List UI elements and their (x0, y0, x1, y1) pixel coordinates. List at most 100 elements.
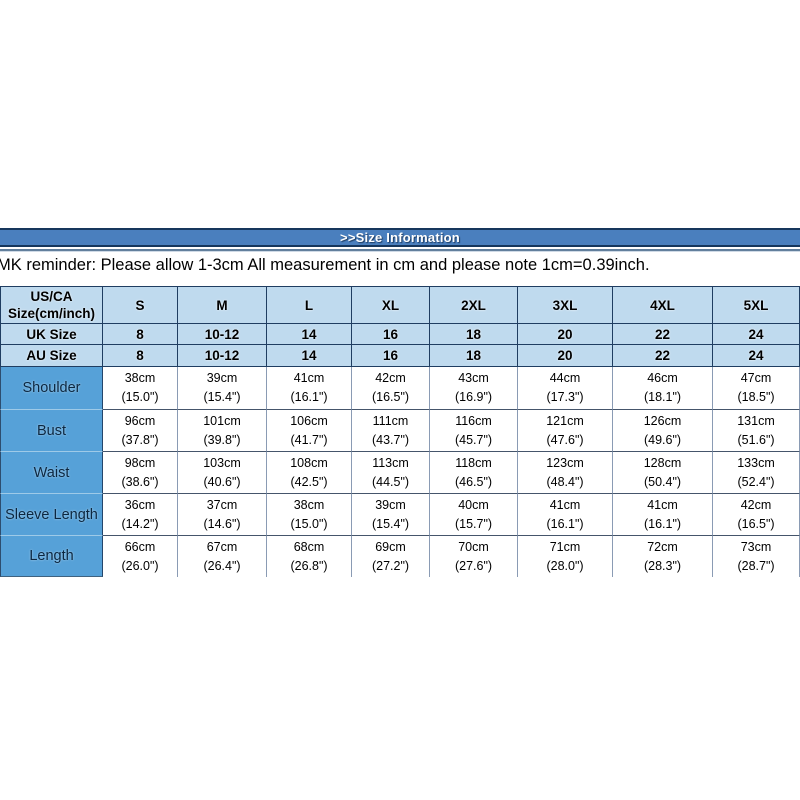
measurement-inch-value: (17.3") (546, 390, 584, 404)
measurement-cell: 38cm (15.0") (267, 494, 352, 536)
size-column-header: 4XL (613, 286, 713, 324)
measurement-cell: 44cm (17.3") (518, 367, 613, 410)
measurement-inch-value: (48.4") (546, 474, 584, 489)
measurement-cell: 68cm (26.8") (267, 536, 352, 577)
measurement-cm-value: 101cm (203, 413, 241, 428)
region-size-value: 20 (518, 324, 613, 345)
measurement-inch-value: (40.6") (203, 474, 241, 489)
measurement-cm-value: 66cm (124, 539, 156, 554)
measurement-inch-value: (28.7") (737, 558, 775, 573)
measurement-inch-value: (15.0") (121, 390, 159, 404)
measurement-cm-value: 37cm (206, 497, 238, 512)
region-size-value: 8 (103, 345, 178, 367)
corner-label-line2: Size(cm/inch) (7, 306, 96, 321)
measurement-inch-value: (38.6") (121, 474, 159, 489)
measurement-cell: 101cm (39.8") (178, 410, 267, 452)
corner-header-cell: US/CA Size(cm/inch) (0, 286, 103, 324)
size-column-header: 5XL (713, 286, 800, 324)
measurement-inch-value: (26.8") (290, 558, 328, 573)
measurement-row: Bust 96cm (37.8") 101cm (39.8") 106cm (41.7") 1… (0, 410, 800, 452)
region-size-value: 22 (613, 324, 713, 345)
measurement-cell: 121cm (47.6") (518, 410, 613, 452)
measurement-cell: 46cm (18.1") (613, 367, 713, 410)
measurement-cell: 73cm (28.7") (713, 536, 800, 577)
measurement-inch-value: (16.1") (546, 516, 584, 531)
measurement-cell: 39cm (15.4") (178, 367, 267, 410)
measurement-cell: 42cm (16.5") (352, 367, 430, 410)
measurement-cell: 108cm (42.5") (267, 452, 352, 494)
measurement-cm-value: 68cm (293, 539, 325, 554)
measurement-inch-value: (15.4") (371, 516, 410, 531)
measurement-inch-value: (47.6") (546, 432, 584, 447)
measurement-inch-value: (44.5") (371, 474, 410, 489)
measurement-inch-value: (18.1") (643, 390, 682, 404)
measurement-cm-value: 43cm (458, 371, 489, 385)
measurement-cm-value: 70cm (458, 539, 489, 554)
measurement-cm-value: 41cm (647, 497, 678, 512)
measurement-label: Bust (0, 410, 103, 452)
measurement-cm-value: 47cm (740, 371, 772, 385)
size-header-row: US/CA Size(cm/inch) S M L XL 2XL 3XL 4XL 5XL (0, 286, 800, 324)
measurement-inch-value: (50.4") (643, 474, 682, 489)
measurement-cm-value: 111cm (372, 413, 409, 428)
reminder-text: MK reminder: Please allow 1-3cm All meas… (0, 256, 650, 274)
measurement-cell: 69cm (27.2") (352, 536, 430, 577)
region-size-value: 14 (267, 345, 352, 367)
measurement-inch-value: (45.7") (454, 432, 493, 447)
region-size-row: AU Size 8 10-12 14 16 18 20 22 24 (0, 345, 800, 367)
measurement-cell: 41cm (16.1") (518, 494, 613, 536)
measurement-cell: 70cm (27.6") (430, 536, 518, 577)
measurement-inch-value: (16.1") (290, 390, 328, 404)
measurement-cm-value: 133cm (737, 455, 775, 470)
measurement-row: Shoulder 38cm (15.0") 39cm (15.4") 41cm (16.1"… (0, 367, 800, 410)
measurement-cell: 98cm (38.6") (103, 452, 178, 494)
measurement-row: Sleeve Length 36cm (14.2") 37cm (14.6") 38cm (… (0, 494, 800, 536)
measurement-cell: 67cm (26.4") (178, 536, 267, 577)
measurement-inch-value: (26.4") (203, 558, 241, 573)
measurement-inch-value: (15.7") (454, 516, 493, 531)
region-size-value: 18 (430, 324, 518, 345)
measurement-inch-value: (27.6") (454, 558, 493, 573)
measurement-cell: 133cm (52.4") (713, 452, 800, 494)
measurement-cell: 131cm (51.6") (713, 410, 800, 452)
measurement-cm-value: 67cm (206, 539, 238, 554)
measurement-inch-value: (14.2") (121, 516, 159, 531)
measurement-inch-value: (16.1") (643, 516, 682, 531)
measurement-inch-value: (42.5") (290, 474, 328, 489)
measurement-cell: 111cm (43.7") (352, 410, 430, 452)
measurement-cell: 72cm (28.3") (613, 536, 713, 577)
measurement-inch-value: (28.0") (546, 558, 584, 573)
measurement-inch-value: (43.7") (371, 432, 410, 447)
measurement-cell: 106cm (41.7") (267, 410, 352, 452)
measurement-inch-value: (26.0") (121, 558, 159, 573)
measurement-cm-value: 38cm (124, 371, 156, 385)
region-size-value: 16 (352, 324, 430, 345)
measurement-cell: 41cm (16.1") (267, 367, 352, 410)
size-chart-table: US/CA Size(cm/inch) S M L XL 2XL 3XL 4XL 5XL UK Si… (0, 286, 800, 577)
measurement-cm-value: 118cm (455, 455, 492, 470)
measurement-cell: 36cm (14.2") (103, 494, 178, 536)
measurement-cm-value: 73cm (740, 539, 772, 554)
measurement-cm-value: 44cm (549, 371, 581, 385)
measurement-cm-value: 41cm (293, 371, 325, 385)
measurement-cm-value: 41cm (549, 497, 581, 512)
size-column-header: 3XL (518, 286, 613, 324)
region-size-label: AU Size (0, 345, 103, 367)
measurement-cm-value: 71cm (549, 539, 581, 554)
size-column-header: S (103, 286, 178, 324)
measurement-cell: 39cm (15.4") (352, 494, 430, 536)
measurement-cm-value: 38cm (293, 497, 325, 512)
measurement-cm-value: 42cm (740, 497, 772, 512)
measurement-cm-value: 126cm (643, 413, 682, 428)
measurement-cm-value: 69cm (375, 539, 406, 554)
region-size-value: 18 (430, 345, 518, 367)
measurement-cm-value: 103cm (203, 455, 241, 470)
measurement-cell: 40cm (15.7") (430, 494, 518, 536)
measurement-cm-value: 121cm (546, 413, 584, 428)
measurement-inch-value: (37.8") (121, 432, 159, 447)
measurement-cell: 103cm (40.6") (178, 452, 267, 494)
measurement-cm-value: 42cm (375, 371, 406, 385)
measurement-row: Waist 98cm (38.6") 103cm (40.6") 108cm (42.5")… (0, 452, 800, 494)
measurement-cell: 118cm (46.5") (430, 452, 518, 494)
region-size-value: 22 (613, 345, 713, 367)
